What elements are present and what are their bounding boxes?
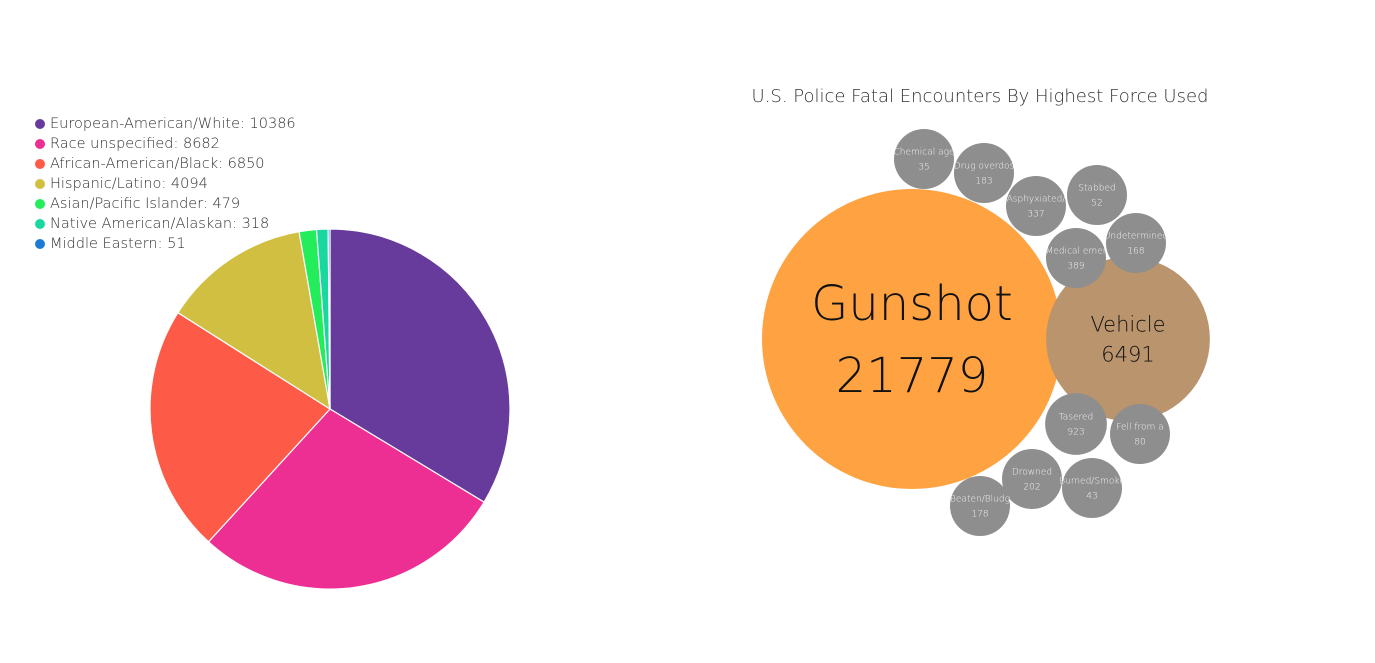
legend-value: 10386 bbox=[249, 116, 296, 132]
legend-label: Native American/Alaskan bbox=[50, 216, 233, 232]
pie-slice-european-american-white[interactable] bbox=[329, 228, 511, 503]
bubble-vehicle[interactable]: Vehicle 6491 bbox=[1046, 257, 1210, 421]
bubble-circle[interactable] bbox=[762, 189, 1062, 489]
bubble-burned-smoke[interactable]: Burned/Smoke 43 bbox=[1059, 458, 1125, 518]
bubble-stabbed[interactable]: Stabbed 52 bbox=[1067, 165, 1127, 225]
bubble-label: Gunshot bbox=[811, 276, 1013, 332]
bubble-label: Burned/Smoke bbox=[1059, 477, 1125, 487]
bubble-value: 183 bbox=[975, 177, 992, 187]
bubble-circle[interactable] bbox=[1045, 393, 1107, 455]
legend-item-african-american-black[interactable]: African-American/Black: 6850 bbox=[35, 154, 296, 174]
bubble-value: 6491 bbox=[1101, 342, 1154, 366]
bubble-label: Medical emer bbox=[1046, 247, 1107, 257]
bubble-value: 168 bbox=[1127, 247, 1144, 257]
legend-label: Asian/Pacific Islander bbox=[50, 196, 203, 212]
bubble-label: Undetermined bbox=[1104, 232, 1168, 242]
bubble-fell-from-a[interactable]: Fell from a 80 bbox=[1110, 404, 1170, 464]
bubble-label: Chemical age bbox=[893, 148, 954, 158]
legend-label: Middle Eastern bbox=[50, 236, 158, 252]
legend-label: Hispanic/Latino bbox=[50, 176, 162, 192]
pie-legend: European-American/White: 10386 Race unspe… bbox=[35, 114, 296, 254]
pie-slice-hispanic-latino[interactable] bbox=[177, 230, 331, 411]
bubble-circle[interactable] bbox=[1062, 458, 1122, 518]
legend-swatch bbox=[35, 199, 45, 209]
bubble-value: 35 bbox=[918, 163, 929, 173]
bubble-tasered[interactable]: Tasered 923 bbox=[1045, 393, 1107, 455]
legend-item-native-american-alaskan[interactable]: Native American/Alaskan: 318 bbox=[35, 214, 296, 234]
bubble-label: Drowned bbox=[1012, 468, 1052, 478]
bubble-drowned[interactable]: Drowned 202 bbox=[1002, 449, 1062, 509]
bubble-value: 178 bbox=[971, 510, 988, 520]
pie-slice-race-unspecified[interactable] bbox=[207, 408, 485, 590]
bubble-value: 52 bbox=[1091, 199, 1102, 209]
bubble-circle[interactable] bbox=[1006, 176, 1066, 236]
bubble-label: Drug overdos bbox=[954, 162, 1015, 172]
race-pie-chart bbox=[149, 228, 511, 590]
legend-swatch bbox=[35, 159, 45, 169]
bubble-undetermined[interactable]: Undetermined 168 bbox=[1104, 213, 1168, 273]
bubble-label: Vehicle bbox=[1090, 312, 1165, 336]
bubble-asphyxiated[interactable]: Asphyxiated/337 bbox=[1006, 176, 1066, 236]
legend-item-race-unspecified[interactable]: Race unspecified: 8682 bbox=[35, 134, 296, 154]
legend-swatch bbox=[35, 139, 45, 149]
race-pie-chart-panel: European-American/White: 10386 Race unspe… bbox=[0, 0, 680, 663]
bubble-label: Asphyxiated/ bbox=[1007, 195, 1066, 205]
bubble-label: Fell from a bbox=[1116, 423, 1163, 433]
bubble-value: 202 bbox=[1023, 483, 1040, 493]
bubble-value: 389 bbox=[1067, 262, 1084, 272]
legend-value: 479 bbox=[212, 196, 241, 212]
bubble-chemical-age[interactable]: Chemical age 35 bbox=[893, 129, 955, 189]
legend-item-middle-eastern[interactable]: Middle Eastern: 51 bbox=[35, 234, 296, 254]
bubble-chart-title: U.S. Police Fatal Encounters By Highest … bbox=[751, 86, 1209, 107]
legend-swatch bbox=[35, 219, 45, 229]
legend-swatch bbox=[35, 239, 45, 249]
bubble-label: Stabbed bbox=[1078, 184, 1115, 194]
legend-value: 51 bbox=[167, 236, 186, 252]
bubble-circle[interactable] bbox=[950, 476, 1010, 536]
bubble-circle[interactable] bbox=[1002, 449, 1062, 509]
legend-swatch bbox=[35, 119, 45, 129]
legend-value: 4094 bbox=[170, 176, 208, 192]
legend-item-european-american-white[interactable]: European-American/White: 10386 bbox=[35, 114, 296, 134]
pie-slice-middle-eastern[interactable] bbox=[327, 228, 331, 410]
bubble-label: Beaten/Bludg bbox=[950, 495, 1010, 505]
bubble-value: 923 bbox=[1067, 428, 1084, 438]
force-bubble-chart-panel: U.S. Police Fatal Encounters By Highest … bbox=[690, 0, 1375, 663]
bubble-beaten-bludg[interactable]: Beaten/Bludg 178 bbox=[950, 476, 1010, 536]
bubble-value: 21779 bbox=[836, 348, 989, 404]
bubble-circle[interactable] bbox=[894, 129, 954, 189]
bubble-circle[interactable] bbox=[1110, 404, 1170, 464]
bubble-value: 80 bbox=[1134, 438, 1145, 448]
bubble-gunshot[interactable]: Gunshot 21779 bbox=[762, 189, 1062, 489]
legend-value: 318 bbox=[241, 216, 270, 232]
legend-value: 6850 bbox=[227, 156, 265, 172]
bubble-circle[interactable] bbox=[954, 143, 1014, 203]
force-bubble-chart: Gunshot 21779 Vehicle 6491 Tasered 923 Medical… bbox=[762, 129, 1210, 536]
legend-label: African-American/Black bbox=[50, 156, 219, 172]
legend-item-asian-pacific-islander[interactable]: Asian/Pacific Islander: 479 bbox=[35, 194, 296, 214]
legend-swatch bbox=[35, 179, 45, 189]
legend-label: European-American/White bbox=[50, 116, 241, 132]
bubble-circle[interactable] bbox=[1046, 228, 1106, 288]
bubble-value: 43 bbox=[1086, 492, 1097, 502]
legend-label: Race unspecified bbox=[50, 136, 174, 152]
bubble-label: Tasered bbox=[1059, 413, 1094, 423]
bubble-circle[interactable] bbox=[1106, 213, 1166, 273]
bubble-circle[interactable] bbox=[1046, 257, 1210, 421]
bubble-value: 337 bbox=[1027, 210, 1044, 220]
legend-value: 8682 bbox=[182, 136, 220, 152]
legend-item-hispanic-latino[interactable]: Hispanic/Latino: 4094 bbox=[35, 174, 296, 194]
pie-slice-african-american-black[interactable] bbox=[149, 311, 331, 543]
bubble-medical-emer[interactable]: Medical emer 389 bbox=[1046, 228, 1107, 288]
bubble-drug-overdos[interactable]: Drug overdos 183 bbox=[954, 143, 1015, 203]
bubble-circle[interactable] bbox=[1067, 165, 1127, 225]
